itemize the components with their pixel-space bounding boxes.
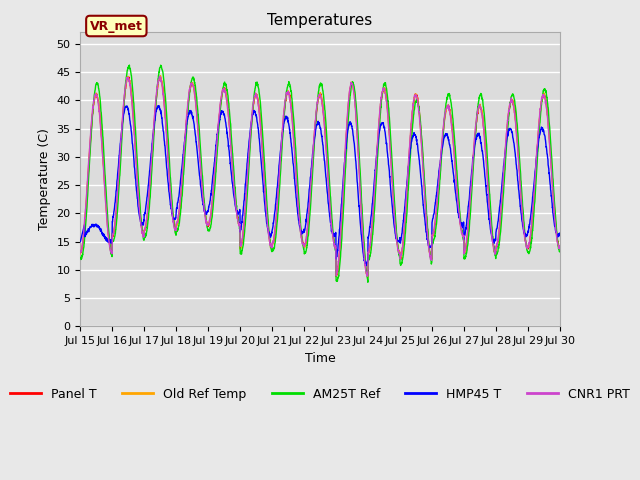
CNR1 PRT [333, 267, 341, 273]
Panel T [211, 178, 218, 184]
Panel T [344, 108, 352, 114]
HMP45 T [556, 230, 564, 236]
HMP45 T [514, 178, 522, 183]
Old Ref Temp [211, 178, 218, 183]
AM25T Ref [556, 249, 564, 254]
CNR1 PRT [344, 106, 352, 112]
AM25T Ref [460, 236, 467, 241]
Panel T [76, 250, 84, 255]
AM25T Ref [211, 190, 218, 196]
Y-axis label: Temperature (C): Temperature (C) [38, 129, 51, 230]
Panel T [157, 73, 164, 79]
Text: VR_met: VR_met [90, 20, 143, 33]
Panel T [514, 141, 522, 147]
CNR1 PRT [527, 227, 535, 232]
Panel T [527, 230, 535, 236]
CNR1 PRT [156, 73, 163, 79]
X-axis label: Time: Time [305, 352, 335, 365]
AM25T Ref [364, 279, 372, 285]
HMP45 T [154, 103, 162, 108]
Panel T [332, 274, 340, 279]
CNR1 PRT [211, 176, 218, 181]
CNR1 PRT [460, 234, 467, 240]
CNR1 PRT [76, 249, 84, 254]
Old Ref Temp [333, 267, 341, 273]
HMP45 T [344, 127, 352, 132]
HMP45 T [333, 247, 341, 253]
Panel T [334, 268, 342, 274]
CNR1 PRT [556, 243, 564, 249]
Old Ref Temp [76, 251, 84, 257]
Line: Panel T: Panel T [80, 76, 560, 276]
AM25T Ref [76, 255, 84, 261]
HMP45 T [211, 162, 218, 168]
CNR1 PRT [514, 147, 522, 153]
AM25T Ref [514, 129, 522, 135]
HMP45 T [527, 210, 535, 216]
HMP45 T [362, 263, 370, 269]
HMP45 T [76, 239, 84, 244]
AM25T Ref [333, 278, 341, 284]
HMP45 T [460, 221, 467, 227]
Old Ref Temp [344, 106, 352, 112]
Old Ref Temp [364, 275, 371, 281]
Legend: Panel T, Old Ref Temp, AM25T Ref, HMP45 T, CNR1 PRT: Panel T, Old Ref Temp, AM25T Ref, HMP45 … [5, 383, 635, 406]
Old Ref Temp [157, 72, 164, 78]
Title: Temperatures: Temperatures [268, 13, 372, 28]
AM25T Ref [344, 123, 352, 129]
Panel T [460, 233, 467, 239]
Old Ref Temp [460, 233, 467, 239]
Line: CNR1 PRT: CNR1 PRT [80, 76, 560, 276]
Panel T [556, 244, 564, 250]
Old Ref Temp [514, 145, 522, 151]
Old Ref Temp [527, 228, 535, 234]
CNR1 PRT [364, 273, 371, 279]
Line: AM25T Ref: AM25T Ref [80, 65, 560, 282]
Old Ref Temp [556, 245, 564, 251]
AM25T Ref [125, 62, 133, 68]
Line: HMP45 T: HMP45 T [80, 106, 560, 266]
AM25T Ref [527, 239, 535, 245]
Line: Old Ref Temp: Old Ref Temp [80, 75, 560, 278]
